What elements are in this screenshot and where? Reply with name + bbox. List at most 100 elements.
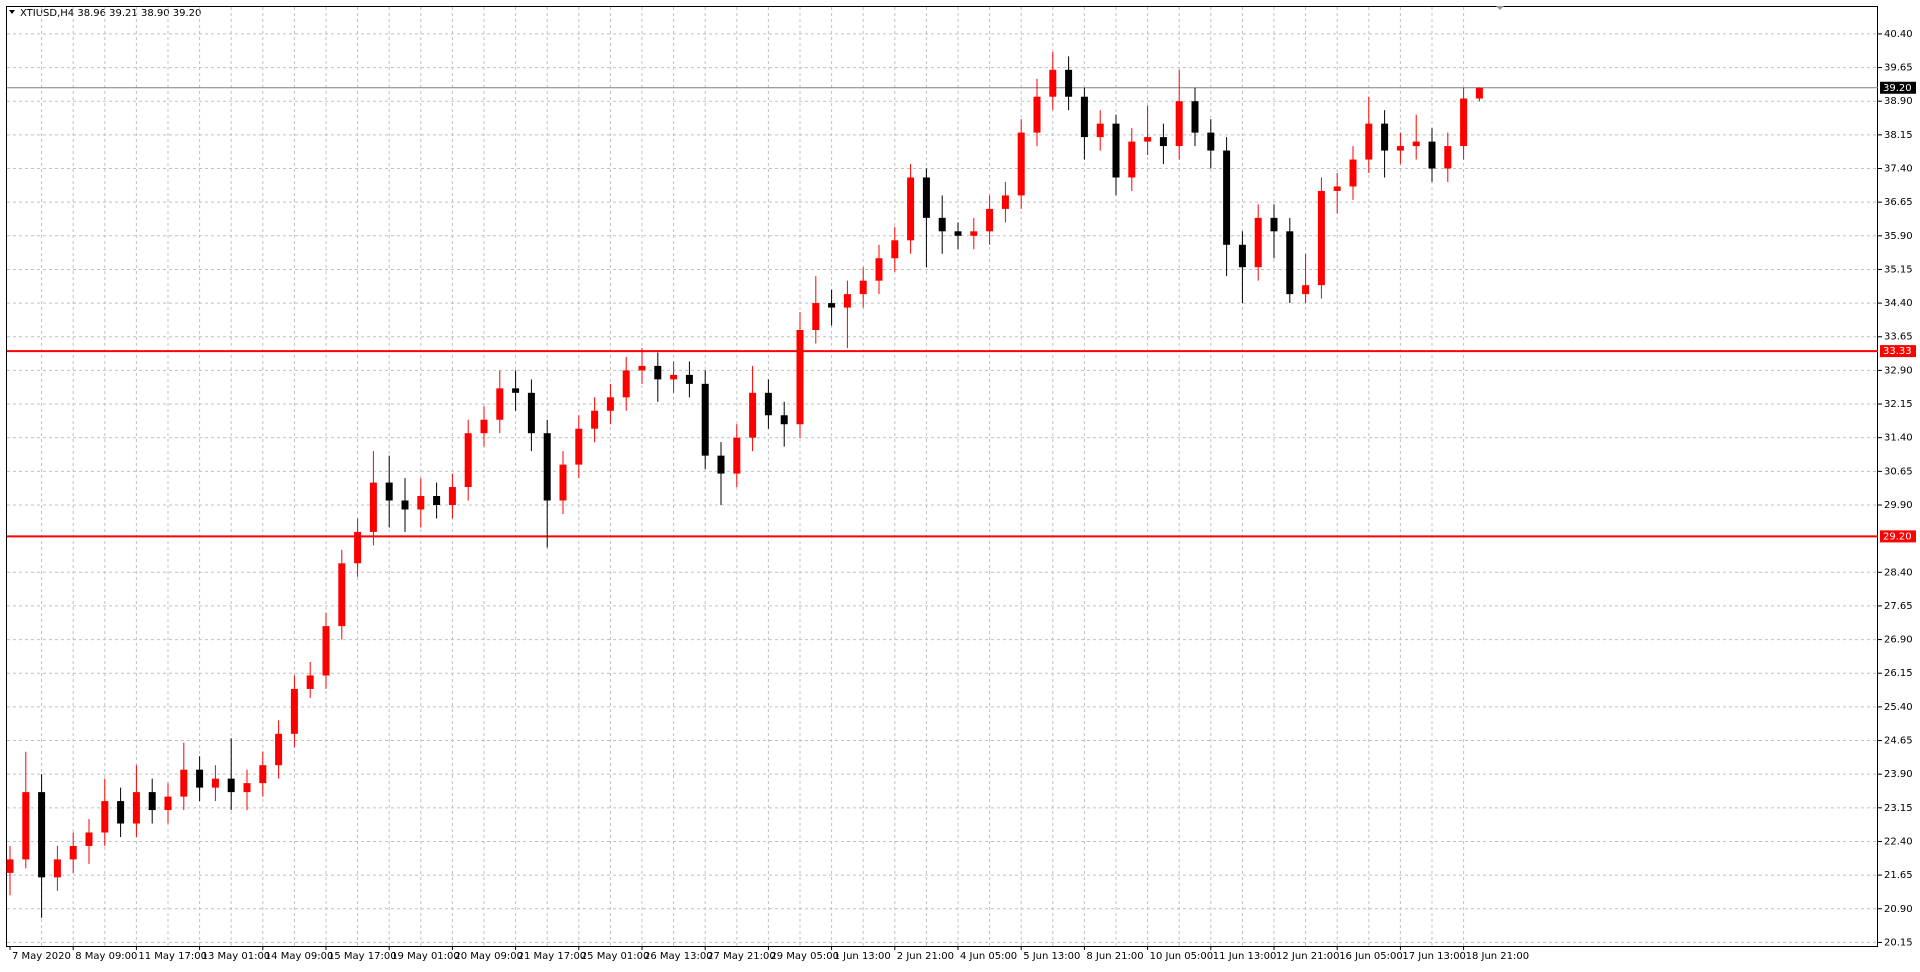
candle-body bbox=[891, 240, 899, 259]
candle-body bbox=[1080, 96, 1088, 138]
y-tick-label: 30.65 bbox=[1884, 466, 1913, 477]
y-tick-label: 39.65 bbox=[1884, 63, 1913, 74]
x-tick-label: 2 Jun 21:00 bbox=[897, 951, 954, 962]
candle-body bbox=[1207, 132, 1215, 151]
candle-body bbox=[938, 217, 946, 232]
candle-body bbox=[385, 482, 393, 501]
candle-body bbox=[464, 433, 472, 488]
candle-body bbox=[322, 626, 330, 676]
candle-body bbox=[211, 778, 219, 788]
candle-body bbox=[701, 383, 709, 456]
candle-body bbox=[1286, 231, 1294, 295]
candle-body bbox=[1238, 244, 1246, 268]
x-tick-label: 14 May 09:00 bbox=[265, 951, 334, 962]
y-tick-label: 21.65 bbox=[1884, 870, 1913, 881]
candle-body bbox=[38, 792, 46, 878]
y-tick-label: 38.15 bbox=[1884, 130, 1913, 141]
y-tick-label: 36.65 bbox=[1884, 197, 1913, 208]
y-tick-label: 26.90 bbox=[1884, 635, 1913, 646]
candle-body bbox=[196, 769, 204, 788]
candle-body bbox=[448, 487, 456, 505]
x-tick-label: 11 May 17:00 bbox=[138, 951, 207, 962]
menu-arrow[interactable] bbox=[9, 10, 15, 14]
candle-body bbox=[1144, 137, 1152, 142]
y-tick-label: 37.40 bbox=[1884, 164, 1913, 175]
candle-body bbox=[1033, 96, 1041, 133]
x-tick-label: 25 May 01:00 bbox=[581, 951, 650, 962]
candle-body bbox=[290, 688, 298, 734]
candle-body bbox=[259, 765, 267, 784]
candle-body bbox=[780, 415, 788, 425]
candle-body bbox=[1049, 69, 1057, 97]
candle-body bbox=[796, 330, 804, 425]
x-tick-label: 15 May 17:00 bbox=[328, 951, 397, 962]
x-tick-label: 4 Jun 05:00 bbox=[960, 951, 1017, 962]
x-tick-label: 10 Jun 05:00 bbox=[1150, 951, 1214, 962]
candle-body bbox=[812, 303, 820, 331]
y-tick-label: 22.40 bbox=[1884, 836, 1913, 847]
x-tick-label: 19 May 01:00 bbox=[391, 951, 460, 962]
candle-body bbox=[1191, 101, 1199, 133]
candle-body bbox=[543, 433, 551, 501]
candle-body bbox=[433, 496, 441, 505]
x-tick-label: 17 Jun 13:00 bbox=[1402, 951, 1466, 962]
candle-body bbox=[606, 397, 614, 411]
y-tick-label: 23.90 bbox=[1884, 769, 1913, 780]
level-label-box bbox=[1880, 81, 1916, 94]
level-label: 39.20 bbox=[1883, 83, 1912, 94]
plot-frame bbox=[6, 6, 1878, 947]
candle-body bbox=[1112, 123, 1120, 178]
y-tick-label: 25.40 bbox=[1884, 702, 1913, 713]
candle-body bbox=[1444, 146, 1452, 169]
y-tick-label: 28.40 bbox=[1884, 567, 1913, 578]
candle-body bbox=[1017, 132, 1025, 196]
candle-body bbox=[338, 563, 346, 627]
y-tick-label: 24.65 bbox=[1884, 736, 1913, 747]
level-label-box bbox=[1880, 345, 1916, 358]
candle-body bbox=[622, 370, 630, 398]
candle-body bbox=[1412, 141, 1420, 147]
y-tick-label: 35.15 bbox=[1884, 264, 1913, 275]
y-tick-label: 32.90 bbox=[1884, 365, 1913, 376]
candle-body bbox=[954, 231, 962, 236]
y-tick-label: 32.15 bbox=[1884, 399, 1913, 410]
candle-body bbox=[922, 177, 930, 218]
y-tick-label: 38.90 bbox=[1884, 96, 1913, 107]
candle-body bbox=[1365, 123, 1373, 160]
candle-body bbox=[1349, 159, 1357, 187]
candle-body bbox=[638, 365, 646, 371]
candle-body bbox=[417, 496, 425, 510]
candle-body bbox=[986, 208, 994, 232]
candle-body bbox=[970, 231, 978, 236]
y-tick-label: 20.15 bbox=[1884, 937, 1913, 948]
y-tick-label: 23.15 bbox=[1884, 803, 1913, 814]
candle-body bbox=[907, 177, 915, 241]
candle-body bbox=[859, 280, 867, 295]
x-tick-label: 8 Jun 21:00 bbox=[1086, 951, 1143, 962]
candle-body bbox=[828, 303, 836, 308]
shift-marker[interactable] bbox=[1496, 6, 1504, 10]
candle-body bbox=[717, 455, 725, 474]
y-tick-label: 31.40 bbox=[1884, 433, 1913, 444]
y-tick-label: 40.40 bbox=[1884, 29, 1913, 40]
x-tick-label: 26 May 13:00 bbox=[644, 951, 713, 962]
candle-body bbox=[117, 801, 125, 824]
candle-body bbox=[1223, 150, 1231, 245]
candle-body bbox=[1396, 146, 1404, 151]
candle-body bbox=[1175, 101, 1183, 147]
x-tick-label: 16 Jun 05:00 bbox=[1339, 951, 1403, 962]
candle-body bbox=[843, 294, 851, 308]
candle-body bbox=[1381, 123, 1389, 151]
candle-body bbox=[733, 437, 741, 474]
candle-body bbox=[1254, 217, 1262, 268]
candle-body bbox=[559, 464, 567, 501]
x-tick-label: 5 Jun 13:00 bbox=[1023, 951, 1080, 962]
candle-body bbox=[1317, 190, 1325, 286]
candle-body bbox=[1460, 98, 1468, 147]
y-tick-label: 33.65 bbox=[1884, 332, 1913, 343]
candle-body bbox=[132, 792, 140, 824]
candle-body bbox=[164, 796, 172, 811]
